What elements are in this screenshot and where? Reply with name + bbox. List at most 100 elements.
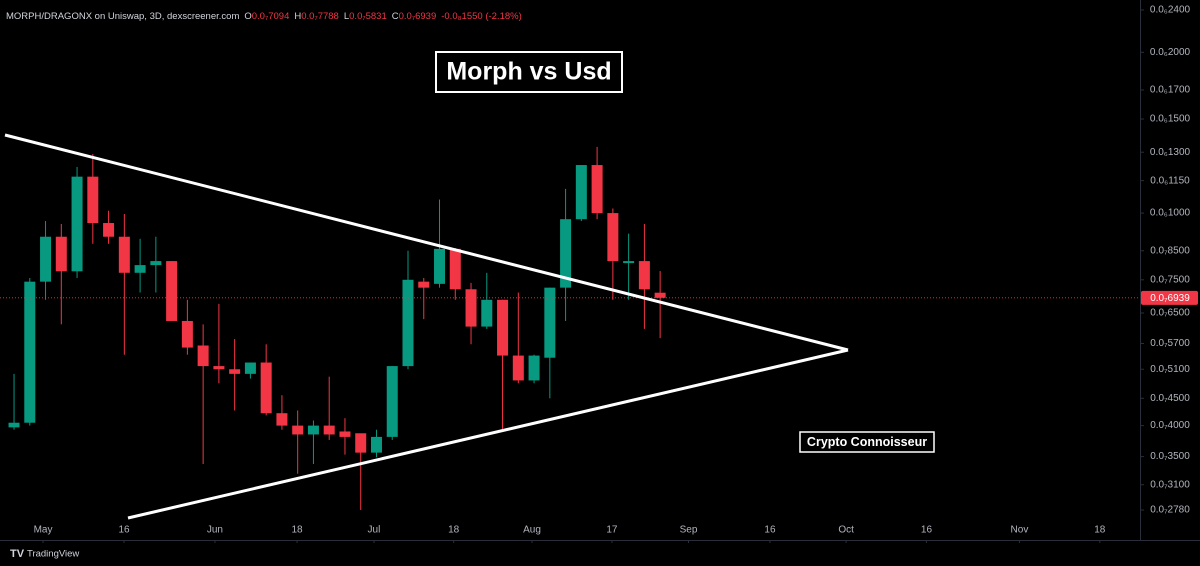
candle-body	[150, 261, 162, 266]
candle-body	[386, 366, 398, 437]
y-tick-label: 0.0₇4000	[1150, 420, 1190, 431]
x-tick-label: Jun	[207, 525, 223, 536]
candle-body	[134, 265, 146, 273]
candle-body	[418, 281, 430, 288]
candle-body	[40, 236, 52, 282]
candle-body	[607, 213, 619, 262]
x-tick-label: Nov	[1011, 525, 1029, 536]
y-tick-label: 0.0₇5100	[1150, 364, 1190, 375]
candle-body	[213, 366, 225, 370]
header-field-label: C	[392, 11, 399, 22]
candle-body	[8, 422, 20, 428]
candle-body	[244, 362, 256, 374]
annotation-box	[799, 431, 935, 453]
candles	[8, 146, 666, 510]
x-tick-label: Sep	[680, 525, 698, 536]
header-field-value: 0.0₇7094	[252, 11, 290, 22]
candle-body	[166, 261, 178, 321]
candle-body	[87, 176, 99, 224]
candle-body	[654, 292, 666, 298]
candle-body	[434, 248, 446, 284]
candle-body	[575, 165, 587, 220]
y-tick-label: 0.0₇3500	[1150, 451, 1190, 462]
candle-body	[181, 320, 193, 348]
candle-body	[591, 165, 603, 214]
y-tick-label: 0.0₆1150	[1150, 175, 1190, 186]
candle-body	[24, 281, 36, 423]
upper-trend-line	[4, 133, 849, 352]
y-tick-label: 0.0₇2780	[1150, 505, 1190, 516]
x-tick-label: May	[34, 525, 53, 536]
lower-trend-line	[127, 348, 849, 520]
x-tick-label: 16	[764, 525, 776, 536]
header-field-label: L	[344, 11, 349, 22]
candle-body	[560, 219, 572, 288]
y-tick-label: 0.0₆1700	[1150, 85, 1191, 96]
candle-body	[260, 362, 272, 414]
y-tick-label: 0.0₇7500	[1150, 274, 1190, 285]
candle-body	[339, 431, 351, 437]
y-tick-label: 0.0₇8500	[1150, 245, 1190, 256]
y-tick-label: 0.0₇6500	[1150, 308, 1190, 319]
title-box	[435, 51, 623, 93]
x-tick-label: Aug	[523, 525, 541, 536]
candle-body	[229, 369, 241, 374]
header: MORPH/DRAGONX on Uniswap, 3D, dexscreene…	[6, 11, 522, 22]
candle-body	[481, 299, 493, 327]
candle-body	[528, 355, 540, 381]
candle-body	[370, 436, 382, 453]
y-tick-label: 0.0₇5700	[1150, 338, 1190, 349]
y-tick-label: 0.0₆2400	[1150, 5, 1191, 16]
x-tick-label: Oct	[838, 525, 854, 536]
y-tick-label: 0.0₇4500	[1150, 393, 1190, 404]
header-field-value: 0.0₇5831	[349, 11, 387, 22]
x-tick-label: 16	[921, 525, 933, 536]
brand: TV TradingView	[10, 548, 79, 560]
candle-body	[497, 299, 509, 356]
x-tick-label: Jul	[368, 525, 381, 536]
y-tick-label: 0.0₆1000	[1150, 208, 1191, 219]
candle-body	[103, 223, 115, 237]
x-tick-label: 18	[291, 525, 303, 536]
candle-body	[307, 425, 319, 435]
candle-body	[638, 261, 650, 290]
candle-body	[512, 355, 524, 381]
x-tick-label: 17	[606, 525, 618, 536]
y-tick-label: 0.0₇3100	[1150, 479, 1190, 490]
header-change: -0.0₈1550 (-2.18%)	[441, 11, 522, 22]
header-symbol: MORPH/DRAGONX on Uniswap, 3D, dexscreene…	[6, 11, 239, 22]
candle-body	[197, 345, 209, 367]
x-tick-label: 18	[448, 525, 460, 536]
brand-name: TradingView	[27, 549, 79, 560]
brand-logo: TV	[10, 548, 25, 560]
candle-body	[465, 289, 477, 327]
last-price-tag	[1141, 290, 1198, 305]
candle-body	[323, 425, 335, 435]
x-tick-label: 16	[118, 525, 130, 536]
annotation: Crypto Connoisseur	[807, 435, 927, 449]
y-tick-label: 0.0₆1500	[1150, 114, 1191, 125]
header-field-value: 0.0₇7788	[301, 11, 339, 22]
header-field-value: 0.0₇6939	[399, 11, 437, 22]
candle-body	[355, 433, 367, 453]
candle-body	[544, 287, 556, 358]
y-tick-label: 0.0₆2000	[1150, 47, 1191, 58]
chart-title: Morph vs Usd	[446, 58, 611, 86]
header-field-label: O	[244, 11, 251, 22]
candle-body	[292, 425, 304, 435]
candle-body	[623, 261, 635, 264]
y-tick-label: 0.0₆1300	[1150, 147, 1191, 158]
candle-body	[449, 248, 461, 290]
last-price-label: 0.0₇6939	[1150, 293, 1190, 304]
candle-body	[55, 236, 67, 272]
header-field-label: H	[294, 11, 301, 22]
candle-body	[71, 176, 83, 272]
x-tick-label: 18	[1094, 525, 1106, 536]
triangle-pattern	[4, 133, 849, 520]
candle-body	[118, 236, 130, 273]
candle-body	[402, 279, 414, 367]
candle-body	[276, 413, 288, 426]
